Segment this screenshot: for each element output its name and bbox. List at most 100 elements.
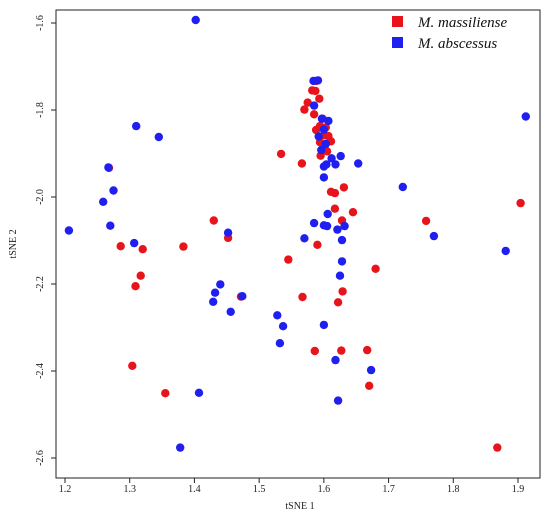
- point-m-abscessus: [216, 280, 225, 289]
- point-m-abscessus: [322, 160, 331, 169]
- point-m-abscessus: [130, 238, 139, 248]
- point-m-abscessus: [398, 182, 407, 192]
- x-axis: 1.2 1.3 1.4 1.5 1.6 1.7 1.8 1.9: [59, 478, 525, 495]
- point-m-massiliense: [333, 298, 343, 307]
- point-m-massiliense: [276, 149, 286, 159]
- x-tick-label: 1.6: [318, 484, 331, 495]
- point-m-massiliense: [313, 240, 322, 249]
- point-m-massiliense: [338, 287, 347, 296]
- point-m-abscessus: [309, 218, 319, 228]
- point-m-abscessus: [340, 221, 349, 231]
- point-m-abscessus: [176, 443, 185, 452]
- x-tick-label: 1.7: [382, 484, 395, 495]
- point-m-massiliense: [179, 242, 188, 251]
- point-m-massiliense: [138, 245, 147, 254]
- point-m-massiliense: [284, 255, 293, 264]
- point-m-abscessus: [194, 388, 204, 397]
- point-m-abscessus: [104, 163, 113, 172]
- point-m-abscessus: [64, 226, 74, 235]
- point-m-massiliense: [363, 345, 372, 355]
- point-m-abscessus: [300, 234, 309, 243]
- point-m-massiliense: [116, 242, 125, 251]
- y-tick-label: -2.6: [35, 450, 46, 466]
- point-m-abscessus: [319, 173, 329, 182]
- point-m-massiliense: [348, 208, 358, 217]
- point-m-abscessus: [354, 159, 363, 168]
- y-axis: -1.6 -1.8 -2.0 -2.2 -2.4 -2.6: [35, 15, 56, 466]
- y-tick-label: -2.0: [35, 189, 46, 205]
- legend-swatch: [392, 37, 403, 48]
- point-m-massiliense: [131, 282, 140, 291]
- point-m-abscessus: [323, 209, 332, 219]
- point-m-abscessus: [429, 231, 439, 241]
- x-tick-label: 1.8: [447, 484, 460, 495]
- point-m-massiliense: [310, 346, 319, 356]
- point-m-abscessus: [337, 257, 347, 266]
- point-m-abscessus: [317, 114, 327, 123]
- point-m-massiliense: [161, 389, 170, 398]
- point-m-massiliense: [330, 188, 340, 198]
- point-m-abscessus: [209, 297, 218, 306]
- point-m-abscessus: [132, 121, 141, 131]
- legend-label: M. abscessus: [417, 36, 497, 52]
- point-m-abscessus: [238, 292, 247, 301]
- point-m-massiliense: [303, 98, 312, 107]
- y-tick-label: -1.8: [35, 102, 46, 118]
- point-m-abscessus: [333, 396, 343, 405]
- point-m-massiliense: [516, 198, 525, 208]
- point-m-massiliense: [209, 216, 218, 225]
- point-m-abscessus: [321, 139, 330, 149]
- point-m-massiliense: [339, 183, 349, 192]
- point-m-abscessus: [335, 271, 345, 280]
- point-m-abscessus: [210, 288, 220, 297]
- point-m-abscessus: [314, 132, 323, 141]
- point-m-massiliense: [128, 361, 137, 370]
- point-m-massiliense: [298, 292, 307, 302]
- point-m-abscessus: [366, 365, 376, 375]
- point-m-abscessus: [278, 322, 288, 331]
- point-m-massiliense: [330, 204, 340, 213]
- x-tick-label: 1.9: [512, 484, 525, 495]
- y-tick-label: -1.6: [35, 15, 46, 31]
- point-m-massiliense: [421, 216, 431, 226]
- point-m-massiliense: [297, 159, 307, 168]
- plot-frame: [55, 9, 541, 479]
- point-m-abscessus: [154, 132, 163, 142]
- point-m-massiliense: [365, 381, 374, 390]
- x-axis-title: tSNE 1: [285, 501, 314, 512]
- y-tick-label: -2.2: [35, 276, 46, 292]
- point-m-massiliense: [311, 125, 321, 135]
- point-m-abscessus: [273, 311, 282, 320]
- point-m-abscessus: [275, 339, 285, 348]
- x-tick-label: 1.5: [253, 484, 266, 495]
- point-m-abscessus: [319, 320, 329, 330]
- x-tick-label: 1.2: [59, 484, 72, 495]
- point-m-abscessus: [324, 116, 333, 126]
- point-m-abscessus: [313, 76, 323, 85]
- point-m-abscessus: [319, 125, 329, 134]
- point-m-abscessus: [521, 112, 530, 121]
- point-m-abscessus: [109, 186, 118, 195]
- y-tick-label: -2.4: [35, 363, 46, 379]
- point-m-abscessus: [322, 221, 332, 231]
- point-m-massiliense: [337, 346, 346, 355]
- point-m-abscessus: [317, 145, 326, 155]
- point-m-abscessus: [331, 355, 340, 365]
- point-m-abscessus: [99, 197, 108, 206]
- point-m-abscessus: [226, 307, 235, 316]
- point-m-abscessus: [106, 221, 115, 230]
- point-m-abscessus: [309, 101, 319, 110]
- data-points: [64, 15, 530, 452]
- point-m-abscessus: [501, 246, 510, 256]
- point-m-massiliense: [309, 110, 319, 119]
- point-m-massiliense: [315, 94, 324, 103]
- x-tick-label: 1.3: [123, 484, 136, 495]
- y-axis-title: tSNE 2: [8, 229, 19, 258]
- point-m-massiliense: [136, 271, 145, 280]
- point-m-massiliense: [311, 86, 320, 96]
- point-m-abscessus: [331, 160, 340, 169]
- legend-swatch: [392, 16, 403, 27]
- point-m-abscessus: [223, 228, 233, 237]
- legend-label: M. massiliense: [417, 15, 508, 31]
